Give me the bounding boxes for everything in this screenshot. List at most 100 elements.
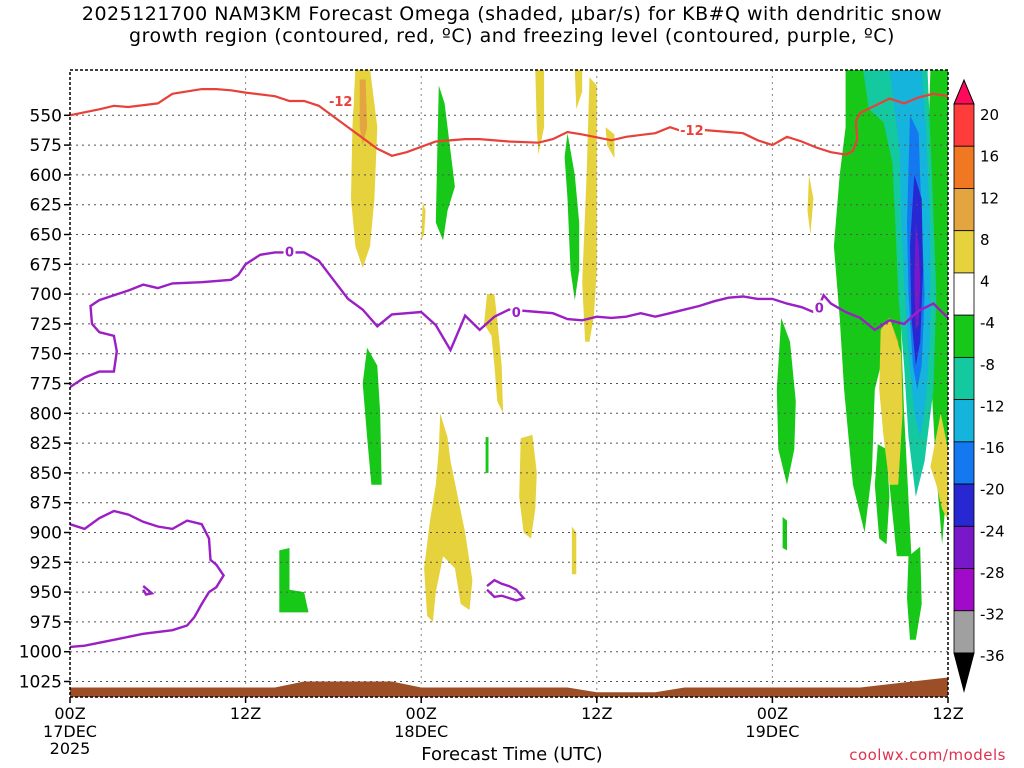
omega-shading-layer — [279, 70, 948, 640]
freezing-contour-label: 0 — [815, 301, 824, 316]
colorbar-level-label: 16 — [980, 148, 999, 166]
y-tick-label: 725 — [30, 315, 62, 335]
colorbar-swatch-4 — [953, 230, 975, 274]
y-tick-label: 775 — [30, 375, 62, 395]
omega-region-20 — [874, 444, 890, 545]
terrain-layer — [70, 677, 948, 697]
omega-region-17 — [782, 517, 787, 551]
x-tick-label: 12Z — [230, 704, 261, 723]
grid-layer — [70, 70, 948, 697]
y-tick-label: 750 — [30, 345, 62, 365]
freezing-contour-line-1 — [70, 509, 226, 649]
x-tick-date: 18DEC — [394, 722, 448, 741]
omega-region-10 — [484, 294, 504, 414]
y-tick-label: 600 — [30, 166, 62, 186]
colorbar-top-triangle — [953, 78, 975, 105]
y-tick-label: 575 — [30, 136, 62, 156]
y-tick-label: 650 — [30, 225, 62, 245]
contour-layer: -12 -12 0 0 0 — [70, 88, 948, 649]
colorbar-swatch-1 — [953, 103, 975, 147]
colorbar-level-label: -28 — [980, 564, 1005, 582]
colorbar-level-label: -36 — [980, 647, 1005, 665]
dgz-contour-label: -12 — [329, 95, 353, 110]
y-tick-label: 975 — [30, 613, 62, 633]
omega-region-31 — [907, 546, 922, 640]
colorbar-swatch-11 — [953, 525, 975, 569]
colorbar-level-label: -12 — [980, 397, 1005, 415]
y-tick-label: 800 — [30, 404, 62, 424]
terrain-fill — [70, 677, 948, 697]
y-tick-label: 875 — [30, 494, 62, 514]
omega-region-18 — [807, 174, 814, 235]
colorbar-swatch-9 — [953, 441, 975, 485]
freezing-contour-label: 0 — [512, 306, 521, 321]
freezing-contour-line-0 — [70, 251, 948, 389]
colorbar-level-label: -20 — [980, 481, 1005, 499]
colorbar-level-label: 8 — [980, 231, 990, 249]
y-tick-label: 825 — [30, 434, 62, 454]
colorbar-swatch-12 — [953, 568, 975, 612]
colorbar-level-label: 4 — [980, 273, 990, 291]
dgz-contour-label: -12 — [680, 124, 704, 139]
colorbar-swatch-13 — [953, 610, 975, 654]
omega-region-26 — [914, 222, 921, 330]
x-axis-title: Forecast Time (UTC) — [421, 744, 603, 765]
colorbar-level-label: 20 — [980, 106, 999, 124]
x-tick-label: 00Z — [757, 704, 788, 723]
omega-region-11 — [424, 413, 473, 622]
omega-region-3 — [535, 70, 545, 155]
colorbar-swatch-10 — [953, 483, 975, 527]
credit-link[interactable]: coolwx.com/models — [849, 746, 1006, 764]
colorbar-level-label: -4 — [980, 314, 995, 332]
omega-region-13 — [519, 434, 537, 539]
x-tick-date: 17DEC — [43, 722, 97, 741]
y-axis: 550 575 600 625 650 675 700 725 750 775 800 825 850 8… — [19, 106, 70, 693]
x-tick-date: 19DEC — [745, 722, 799, 741]
omega-region-29 — [879, 317, 903, 485]
chart-title-line1: 2025121700 NAM3KM Forecast Omega (shaded… — [81, 3, 943, 25]
y-tick-label: 700 — [30, 285, 62, 305]
colorbar-swatch-2 — [953, 145, 975, 189]
dgz-contour-line — [70, 88, 948, 157]
colorbar-swatch-6 — [953, 314, 975, 358]
y-tick-label: 1000 — [19, 643, 62, 663]
omega-region-6 — [582, 77, 597, 342]
freezing-contour-label: 0 — [285, 245, 294, 260]
colorbar-swatch-8 — [953, 399, 975, 443]
y-tick-label: 675 — [30, 255, 62, 275]
omega-region-8 — [421, 202, 426, 241]
freezing-label-bg-0 — [283, 244, 296, 259]
omega-region-0 — [351, 70, 378, 268]
dgz-label-bg-0 — [327, 94, 354, 109]
omega-region-14 — [571, 526, 577, 575]
x-tick-year: 2025 — [50, 739, 91, 758]
x-tick-label: 12Z — [581, 704, 612, 723]
freezing-contour-line-2 — [142, 585, 155, 596]
y-tick-label: 950 — [30, 583, 62, 603]
colorbar-swatch-3 — [953, 188, 975, 232]
colorbar-swatch-5 — [953, 272, 975, 316]
colorbar-bottom-triangle — [953, 652, 975, 693]
omega-region-7 — [605, 127, 615, 159]
colorbar-level-label: -24 — [980, 522, 1005, 540]
omega-region-12 — [485, 437, 489, 473]
omega-region-4 — [574, 70, 583, 110]
y-tick-label: 850 — [30, 464, 62, 484]
omega-region-15 — [279, 548, 309, 613]
x-tick-label: 00Z — [54, 704, 85, 723]
colorbar-level-label: -32 — [980, 606, 1005, 624]
y-tick-label: 900 — [30, 524, 62, 544]
dgz-label-bg-1 — [678, 122, 705, 137]
omega-region-9 — [362, 347, 382, 485]
freezing-label-bg-2 — [813, 300, 826, 315]
colorbar: 20 16 12 8 4 -4 -8 -12 -16 -20 -24 -28 -32 -36 — [953, 78, 1005, 693]
colorbar-swatch-7 — [953, 356, 975, 401]
y-tick-label: 1025 — [19, 673, 62, 693]
omega-region-30 — [930, 413, 948, 521]
omega-region-2 — [435, 85, 455, 241]
y-tick-label: 625 — [30, 196, 62, 216]
colorbar-level-label: 12 — [980, 189, 999, 207]
freezing-label-bg-1 — [510, 305, 523, 320]
